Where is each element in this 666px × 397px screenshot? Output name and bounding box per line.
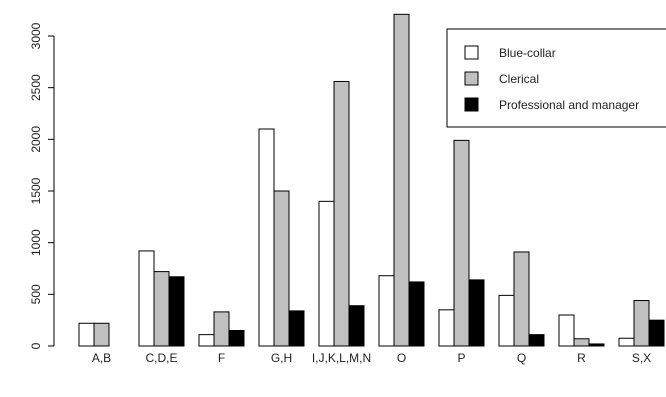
- bar: [168, 276, 185, 347]
- bar: [258, 128, 275, 347]
- legend-swatch: [464, 71, 479, 86]
- category-label: F: [218, 351, 225, 365]
- y-tick-label: 0: [29, 342, 43, 349]
- bar: [288, 310, 305, 347]
- bar: [573, 338, 590, 347]
- category-label: G,H: [271, 351, 292, 365]
- category-label: S,X: [632, 351, 651, 365]
- y-tick-label: 2000: [29, 126, 43, 153]
- category-label: A,B: [92, 351, 111, 365]
- bar: [588, 343, 605, 347]
- y-tick-label: 3000: [29, 22, 43, 49]
- bar: [273, 190, 290, 347]
- legend-swatch: [464, 45, 479, 60]
- legend-label: Professional and manager: [499, 98, 639, 112]
- legend-label: Clerical: [499, 72, 539, 86]
- category-label: Q: [517, 351, 526, 365]
- bar: [513, 251, 530, 347]
- legend: Blue-collar Clerical Professional and mana…: [446, 28, 666, 128]
- bar: [438, 309, 455, 347]
- bar: [333, 80, 350, 347]
- category-labels: A,B C,D,E F G,H I,J,K,L,M,N O P Q R S,X: [92, 351, 651, 365]
- bar: [378, 275, 395, 347]
- y-tick-label: 2500: [29, 74, 43, 101]
- bar: [93, 322, 110, 347]
- category-label: R: [577, 351, 586, 365]
- bar: [528, 334, 545, 347]
- bar: [318, 200, 335, 347]
- bar: [618, 337, 635, 347]
- y-tick-label: 1000: [29, 229, 43, 256]
- bar: [198, 334, 215, 347]
- bar: [153, 271, 170, 347]
- legend-label: Blue-collar: [499, 46, 556, 60]
- category-label: I,J,K,L,M,N: [312, 351, 371, 365]
- bar: [408, 281, 425, 347]
- bar: [453, 139, 470, 347]
- y-axis: 0 500 1000 1500 2000 2500 3000: [29, 22, 55, 349]
- bar: [393, 13, 410, 347]
- category-label: C,D,E: [145, 351, 177, 365]
- bar: [348, 305, 365, 347]
- bar: [558, 314, 575, 347]
- y-tick-label: 1500: [29, 177, 43, 204]
- y-tick-label: 500: [29, 284, 43, 304]
- category-label: P: [457, 351, 465, 365]
- bars: [78, 13, 665, 347]
- bar: [498, 294, 515, 347]
- bar: [648, 319, 665, 347]
- bar: [213, 311, 230, 347]
- bar: [228, 330, 245, 347]
- category-label: O: [397, 351, 406, 365]
- bar: [138, 250, 155, 347]
- legend-swatch: [464, 97, 479, 112]
- bar: [78, 322, 95, 347]
- bar: [633, 300, 650, 347]
- legend-box: [446, 28, 666, 128]
- bar: [468, 279, 485, 347]
